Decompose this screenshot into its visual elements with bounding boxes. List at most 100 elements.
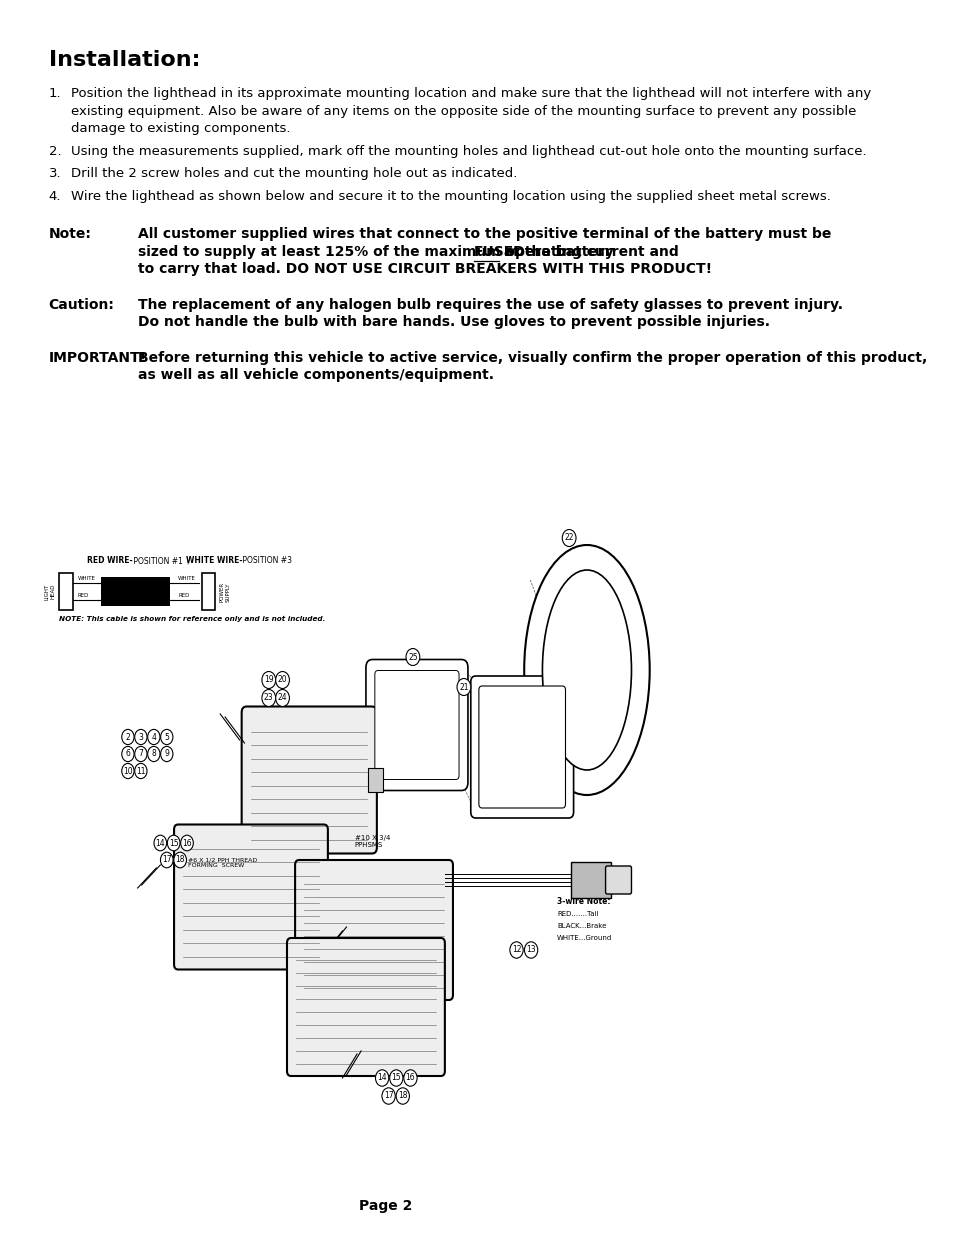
Text: as well as all vehicle components/equipment.: as well as all vehicle components/equipm…: [137, 368, 493, 382]
Text: RED: RED: [77, 593, 89, 598]
Text: 5: 5: [164, 732, 169, 741]
Text: NOTE: This cable is shown for reference only and is not included.: NOTE: This cable is shown for reference …: [59, 616, 325, 622]
Circle shape: [275, 672, 289, 688]
Circle shape: [375, 1070, 389, 1087]
Text: 1.: 1.: [49, 86, 61, 100]
Text: 12: 12: [511, 946, 520, 955]
Circle shape: [153, 835, 167, 851]
Text: POWER
SUPPLY: POWER SUPPLY: [219, 582, 230, 601]
Text: 2: 2: [126, 732, 131, 741]
Text: 4.: 4.: [49, 189, 61, 203]
FancyBboxPatch shape: [241, 706, 376, 853]
Text: 10: 10: [123, 767, 132, 776]
Text: 25: 25: [408, 652, 417, 662]
Circle shape: [122, 746, 134, 762]
Text: Caution:: Caution:: [49, 298, 114, 311]
Text: 18: 18: [397, 1092, 407, 1100]
Text: WHITE: WHITE: [77, 577, 95, 582]
Text: POSITION #3: POSITION #3: [240, 556, 293, 564]
Text: 24: 24: [277, 694, 287, 703]
Circle shape: [167, 835, 180, 851]
Text: 9: 9: [164, 750, 169, 758]
Text: 17: 17: [383, 1092, 393, 1100]
Text: RED WIRE-: RED WIRE-: [87, 556, 132, 564]
Circle shape: [456, 678, 470, 695]
Text: Using the measurements supplied, mark off the mounting holes and lighthead cut-o: Using the measurements supplied, mark of…: [71, 144, 866, 158]
FancyBboxPatch shape: [368, 768, 382, 792]
Text: 15: 15: [391, 1073, 400, 1083]
Circle shape: [134, 730, 147, 745]
FancyBboxPatch shape: [173, 825, 328, 969]
Text: BLACK...Brake: BLACK...Brake: [557, 923, 606, 929]
Text: 2.: 2.: [49, 144, 61, 158]
Text: 8: 8: [152, 750, 156, 758]
FancyBboxPatch shape: [59, 573, 72, 610]
Text: 6: 6: [126, 750, 131, 758]
Text: 3-wire Note:: 3-wire Note:: [557, 897, 610, 906]
Text: 14: 14: [155, 839, 165, 847]
Text: at the battery: at the battery: [498, 245, 613, 258]
Circle shape: [160, 852, 172, 868]
FancyBboxPatch shape: [605, 866, 631, 894]
FancyBboxPatch shape: [201, 573, 215, 610]
Text: 3: 3: [138, 732, 143, 741]
Text: FUSED: FUSED: [474, 245, 525, 258]
Circle shape: [173, 852, 186, 868]
Text: 4: 4: [152, 732, 156, 741]
Text: sized to supply at least 125% of the maximum operating current and: sized to supply at least 125% of the max…: [137, 245, 682, 258]
Circle shape: [403, 1070, 416, 1087]
Text: Note:: Note:: [49, 227, 91, 241]
FancyBboxPatch shape: [101, 577, 170, 606]
Circle shape: [134, 763, 147, 778]
Circle shape: [262, 689, 275, 706]
Text: to carry that load. DO NOT USE CIRCUIT BREAKERS WITH THIS PRODUCT!: to carry that load. DO NOT USE CIRCUIT B…: [137, 262, 711, 275]
FancyBboxPatch shape: [287, 939, 444, 1076]
Text: 13: 13: [526, 946, 536, 955]
FancyBboxPatch shape: [366, 659, 468, 790]
Text: 16: 16: [182, 839, 192, 847]
Text: 23: 23: [264, 694, 274, 703]
Text: Before returning this vehicle to active service, visually confirm the proper ope: Before returning this vehicle to active …: [137, 351, 926, 364]
Text: #10 X 3/4
PPHSMS: #10 X 3/4 PPHSMS: [355, 835, 390, 848]
Text: WHITE WIRE-: WHITE WIRE-: [186, 556, 242, 564]
Text: 18: 18: [175, 856, 185, 864]
Text: 15: 15: [169, 839, 178, 847]
Text: 14: 14: [377, 1073, 387, 1083]
Text: All customer supplied wires that connect to the positive terminal of the battery: All customer supplied wires that connect…: [137, 227, 830, 241]
Text: 11: 11: [136, 767, 146, 776]
Text: LIGHT
HEAD: LIGHT HEAD: [44, 583, 55, 600]
Circle shape: [561, 530, 576, 547]
Ellipse shape: [542, 571, 631, 769]
Text: 3.: 3.: [49, 167, 61, 180]
Text: 20: 20: [277, 676, 287, 684]
Circle shape: [509, 942, 522, 958]
Text: 17: 17: [162, 856, 172, 864]
FancyBboxPatch shape: [478, 685, 565, 808]
Text: 16: 16: [405, 1073, 415, 1083]
Text: POSITION #1  /: POSITION #1 /: [131, 556, 195, 564]
Circle shape: [148, 746, 160, 762]
FancyBboxPatch shape: [294, 860, 453, 1000]
Circle shape: [395, 1088, 409, 1104]
Text: Do not handle the bulb with bare hands. Use gloves to prevent possible injuries.: Do not handle the bulb with bare hands. …: [137, 315, 769, 329]
FancyBboxPatch shape: [375, 671, 458, 779]
Circle shape: [122, 730, 134, 745]
Circle shape: [160, 730, 172, 745]
Text: RED.......Tail: RED.......Tail: [557, 911, 598, 918]
Circle shape: [275, 689, 289, 706]
Circle shape: [122, 763, 134, 778]
Ellipse shape: [523, 545, 649, 795]
Text: Installation:: Installation:: [49, 49, 200, 70]
Text: Drill the 2 screw holes and cut the mounting hole out as indicated.: Drill the 2 screw holes and cut the moun…: [71, 167, 517, 180]
Circle shape: [524, 942, 537, 958]
Text: 7: 7: [138, 750, 143, 758]
Circle shape: [160, 746, 172, 762]
Text: 19: 19: [264, 676, 274, 684]
Text: damage to existing components.: damage to existing components.: [71, 122, 291, 135]
Circle shape: [262, 672, 275, 688]
Text: 22: 22: [564, 534, 574, 542]
Circle shape: [180, 835, 193, 851]
Text: The replacement of any halogen bulb requires the use of safety glasses to preven: The replacement of any halogen bulb requ…: [137, 298, 841, 311]
Text: Page 2: Page 2: [359, 1199, 413, 1213]
Circle shape: [381, 1088, 395, 1104]
